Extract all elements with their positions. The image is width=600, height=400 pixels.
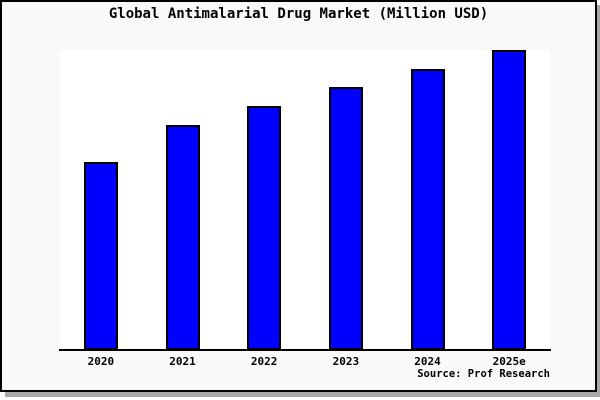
bar-2020: [83, 162, 118, 350]
bar-2022: [247, 106, 282, 350]
x-axis-label-2021: 2021: [169, 355, 196, 368]
x-axis-label-2022: 2022: [250, 355, 278, 368]
bar-2021: [165, 125, 200, 350]
x-axis-label-2023: 2023: [332, 355, 360, 368]
source-credit: Source: Prof Research: [417, 368, 550, 380]
bar-2023: [328, 87, 363, 350]
bar-2024: [410, 69, 445, 350]
x-axis-label-2024: 2024: [414, 355, 441, 368]
chart-figure: Global Antimalarial Drug Market (Million…: [59, 6, 551, 380]
x-axis-label-2025e: 2025e: [492, 355, 526, 368]
chart-title: Global Antimalarial Drug Market (Million…: [108, 6, 489, 22]
x-axis-line: [59, 349, 551, 351]
x-axis-label-2020: 2020: [87, 355, 115, 368]
bar-2025e: [492, 50, 527, 350]
plot-area: [60, 50, 550, 350]
